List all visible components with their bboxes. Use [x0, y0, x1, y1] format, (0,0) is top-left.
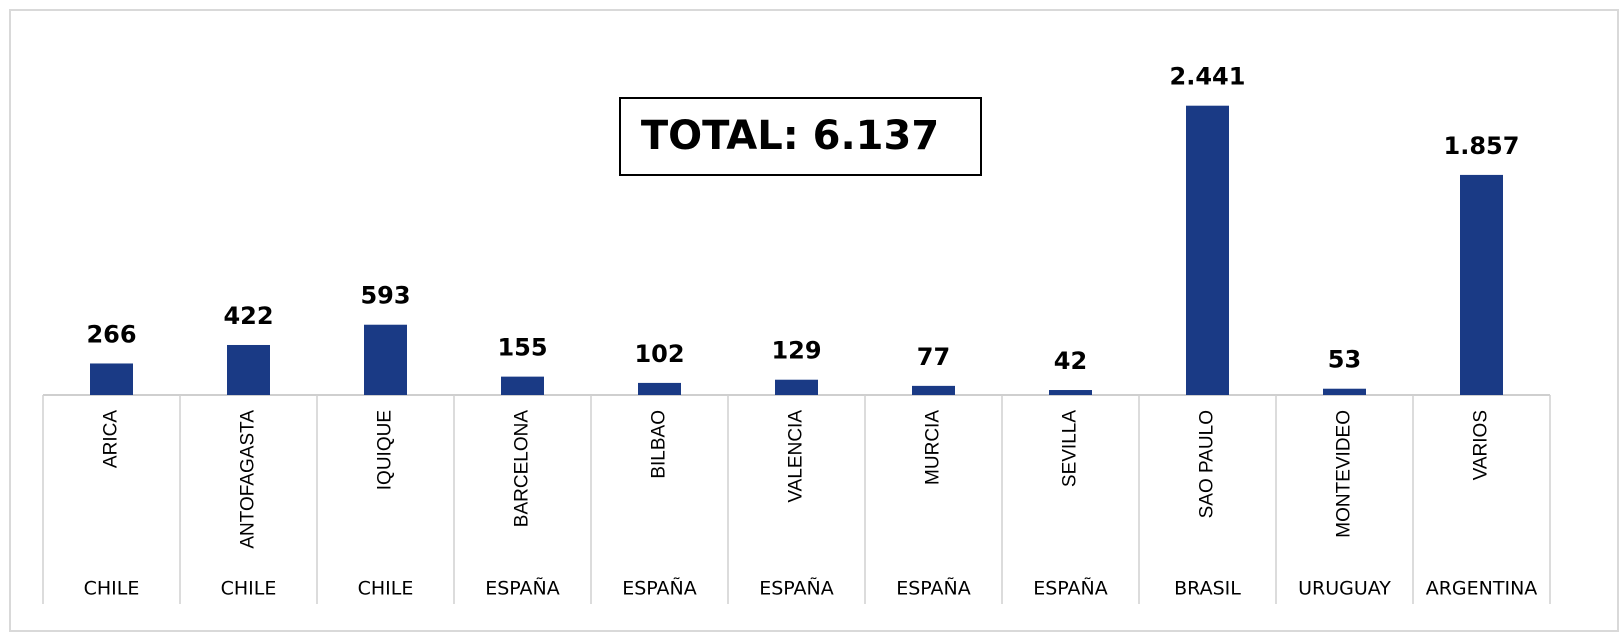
bar	[364, 324, 407, 395]
value-label: 1.857	[1444, 132, 1520, 160]
group-label: ESPAÑA	[622, 577, 697, 600]
annotation-box	[619, 97, 982, 176]
bar	[1323, 388, 1366, 395]
x-tick-label: MONTEVIDEO	[1334, 410, 1355, 538]
value-label: 53	[1328, 346, 1361, 374]
bar	[501, 376, 544, 395]
value-label: 155	[497, 334, 547, 362]
x-tick-label: VARIOS	[1471, 410, 1492, 480]
group-label: CHILE	[358, 578, 414, 600]
bar	[227, 344, 270, 395]
x-tick-label: ANTOFAGASTA	[238, 410, 259, 549]
value-label: 102	[634, 340, 684, 368]
value-label: 266	[86, 320, 136, 348]
group-label: CHILE	[221, 578, 277, 600]
value-label: 422	[223, 302, 273, 330]
bar	[1049, 390, 1092, 395]
bar	[90, 363, 133, 395]
x-tick-label: BARCELONA	[512, 410, 533, 528]
x-tick-label: ARICA	[101, 410, 122, 468]
group-label: ESPAÑA	[759, 577, 834, 600]
value-label: 593	[360, 282, 410, 310]
x-tick-label: IQUIQUE	[375, 410, 396, 490]
bar	[1460, 174, 1503, 395]
annotation: TOTAL: 6.137	[641, 113, 939, 159]
x-tick-label: VALENCIA	[786, 410, 807, 503]
group-label: CHILE	[84, 578, 140, 600]
x-tick-label: MURCIA	[923, 410, 944, 485]
value-label: 2.441	[1170, 63, 1246, 91]
group-label: ESPAÑA	[1033, 577, 1108, 600]
bar	[638, 382, 681, 395]
bar	[912, 385, 955, 395]
bar	[775, 379, 818, 395]
bar	[1186, 105, 1229, 396]
group-label: ESPAÑA	[485, 577, 560, 600]
x-tick-label: BILBAO	[649, 410, 670, 479]
value-label: 129	[771, 337, 821, 365]
group-label: BRASIL	[1174, 578, 1241, 600]
group-label: URUGUAY	[1298, 578, 1391, 600]
value-label: 42	[1054, 347, 1087, 375]
value-label: 77	[917, 343, 950, 371]
group-label: ARGENTINA	[1426, 578, 1538, 600]
x-tick-label: SAO PAULO	[1197, 410, 1218, 518]
group-label: ESPAÑA	[896, 577, 971, 600]
x-tick-label: SEVILLA	[1060, 410, 1081, 487]
